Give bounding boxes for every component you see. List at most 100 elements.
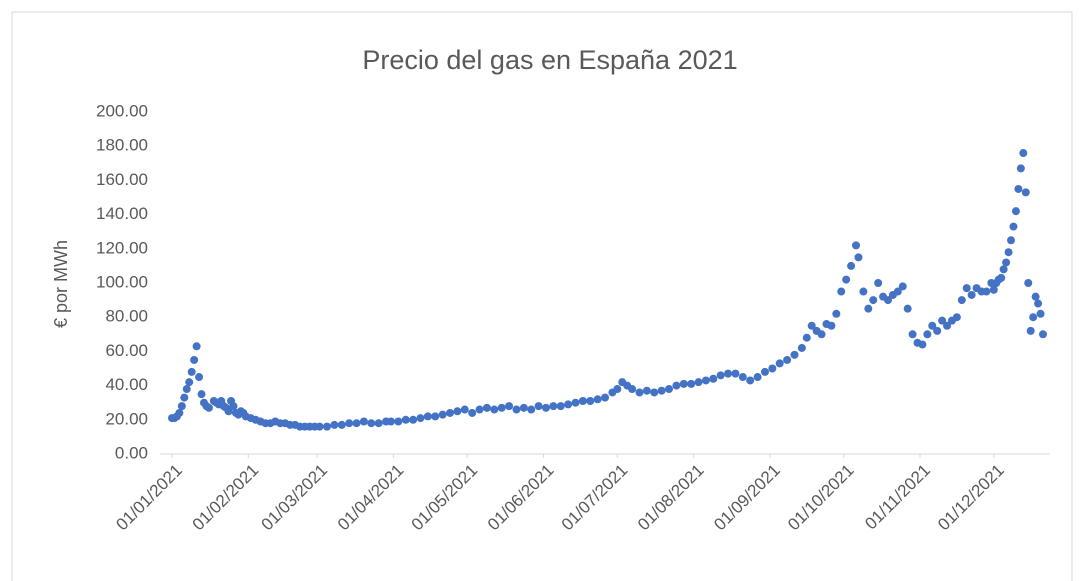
data-point	[802, 333, 811, 342]
data-point	[642, 386, 651, 395]
data-point	[665, 385, 674, 394]
data-point	[679, 379, 688, 388]
y-tick-label: 160.00	[96, 170, 148, 189]
data-point	[512, 405, 521, 414]
data-point	[628, 385, 637, 394]
data-point	[775, 359, 784, 368]
data-point	[859, 287, 868, 296]
data-point	[962, 284, 971, 293]
data-point	[1002, 258, 1011, 267]
data-point	[716, 371, 725, 380]
data-point	[409, 415, 418, 424]
data-point	[997, 273, 1006, 282]
data-point	[999, 265, 1008, 274]
y-axis-label: € por MWh	[51, 240, 71, 328]
data-point	[1011, 207, 1020, 216]
y-tick-label: 60.00	[105, 341, 148, 360]
data-point	[556, 402, 565, 411]
data-point	[482, 403, 491, 412]
data-point	[505, 402, 514, 411]
data-point	[401, 415, 410, 424]
data-point	[694, 378, 703, 387]
data-point	[768, 364, 777, 373]
data-point	[182, 385, 191, 394]
data-point	[593, 395, 602, 404]
data-point	[952, 313, 961, 322]
data-point	[1034, 299, 1043, 308]
data-point	[957, 296, 966, 305]
data-point	[195, 373, 204, 382]
data-point	[938, 316, 947, 325]
data-point	[330, 420, 339, 429]
data-point	[760, 367, 769, 376]
data-point	[177, 402, 186, 411]
data-point	[635, 388, 644, 397]
data-point	[192, 342, 201, 351]
data-point	[1009, 222, 1018, 231]
data-point	[908, 330, 917, 339]
data-point	[783, 355, 792, 364]
data-point	[943, 321, 952, 330]
data-point	[423, 412, 432, 421]
chart-frame	[11, 11, 1073, 581]
data-point	[933, 326, 942, 335]
data-point	[869, 296, 878, 305]
data-point	[229, 402, 238, 411]
data-point	[431, 412, 440, 421]
data-point	[827, 321, 836, 330]
data-point	[790, 350, 799, 359]
data-point	[753, 373, 762, 382]
data-point	[864, 304, 873, 313]
data-point	[852, 241, 861, 250]
data-point	[578, 396, 587, 405]
data-point	[746, 376, 755, 385]
data-point	[187, 367, 196, 376]
y-tick-label: 180.00	[96, 136, 148, 155]
data-point	[1016, 164, 1025, 173]
y-tick-label: 100.00	[96, 272, 148, 291]
data-point	[386, 417, 395, 426]
data-point	[657, 386, 666, 395]
data-point	[394, 417, 403, 426]
data-point	[1036, 309, 1045, 318]
data-point	[1029, 313, 1038, 322]
data-point	[359, 417, 368, 426]
data-point	[549, 402, 558, 411]
y-tick-label: 40.00	[105, 375, 148, 394]
data-point	[1004, 248, 1013, 257]
data-point	[874, 279, 883, 287]
data-point	[337, 420, 346, 429]
y-tick-label: 120.00	[96, 238, 148, 257]
data-point	[731, 369, 740, 378]
y-tick-label: 140.00	[96, 204, 148, 223]
data-point	[903, 304, 912, 313]
data-point	[883, 296, 892, 305]
data-point	[190, 355, 199, 364]
chart-title: Precio del gas en España 2021	[362, 45, 737, 75]
data-point	[837, 287, 846, 296]
data-point	[807, 321, 816, 330]
y-tick-label: 0.00	[115, 443, 148, 462]
data-point	[1026, 326, 1035, 335]
data-point	[490, 405, 499, 414]
data-point	[738, 373, 747, 382]
data-point	[541, 403, 550, 412]
data-point	[1024, 279, 1033, 287]
data-point	[345, 419, 354, 428]
data-point	[527, 405, 536, 414]
data-point	[497, 403, 506, 412]
data-point	[175, 408, 184, 417]
data-point	[185, 378, 194, 387]
data-point	[519, 403, 528, 412]
data-point	[918, 340, 927, 349]
y-tick-label: 200.00	[96, 101, 148, 120]
data-point	[571, 398, 580, 407]
data-point	[534, 402, 543, 411]
data-point	[701, 376, 710, 385]
data-point	[817, 330, 826, 339]
data-point	[446, 408, 455, 417]
data-point	[1031, 292, 1040, 301]
data-point	[323, 422, 332, 431]
data-point	[180, 393, 189, 402]
